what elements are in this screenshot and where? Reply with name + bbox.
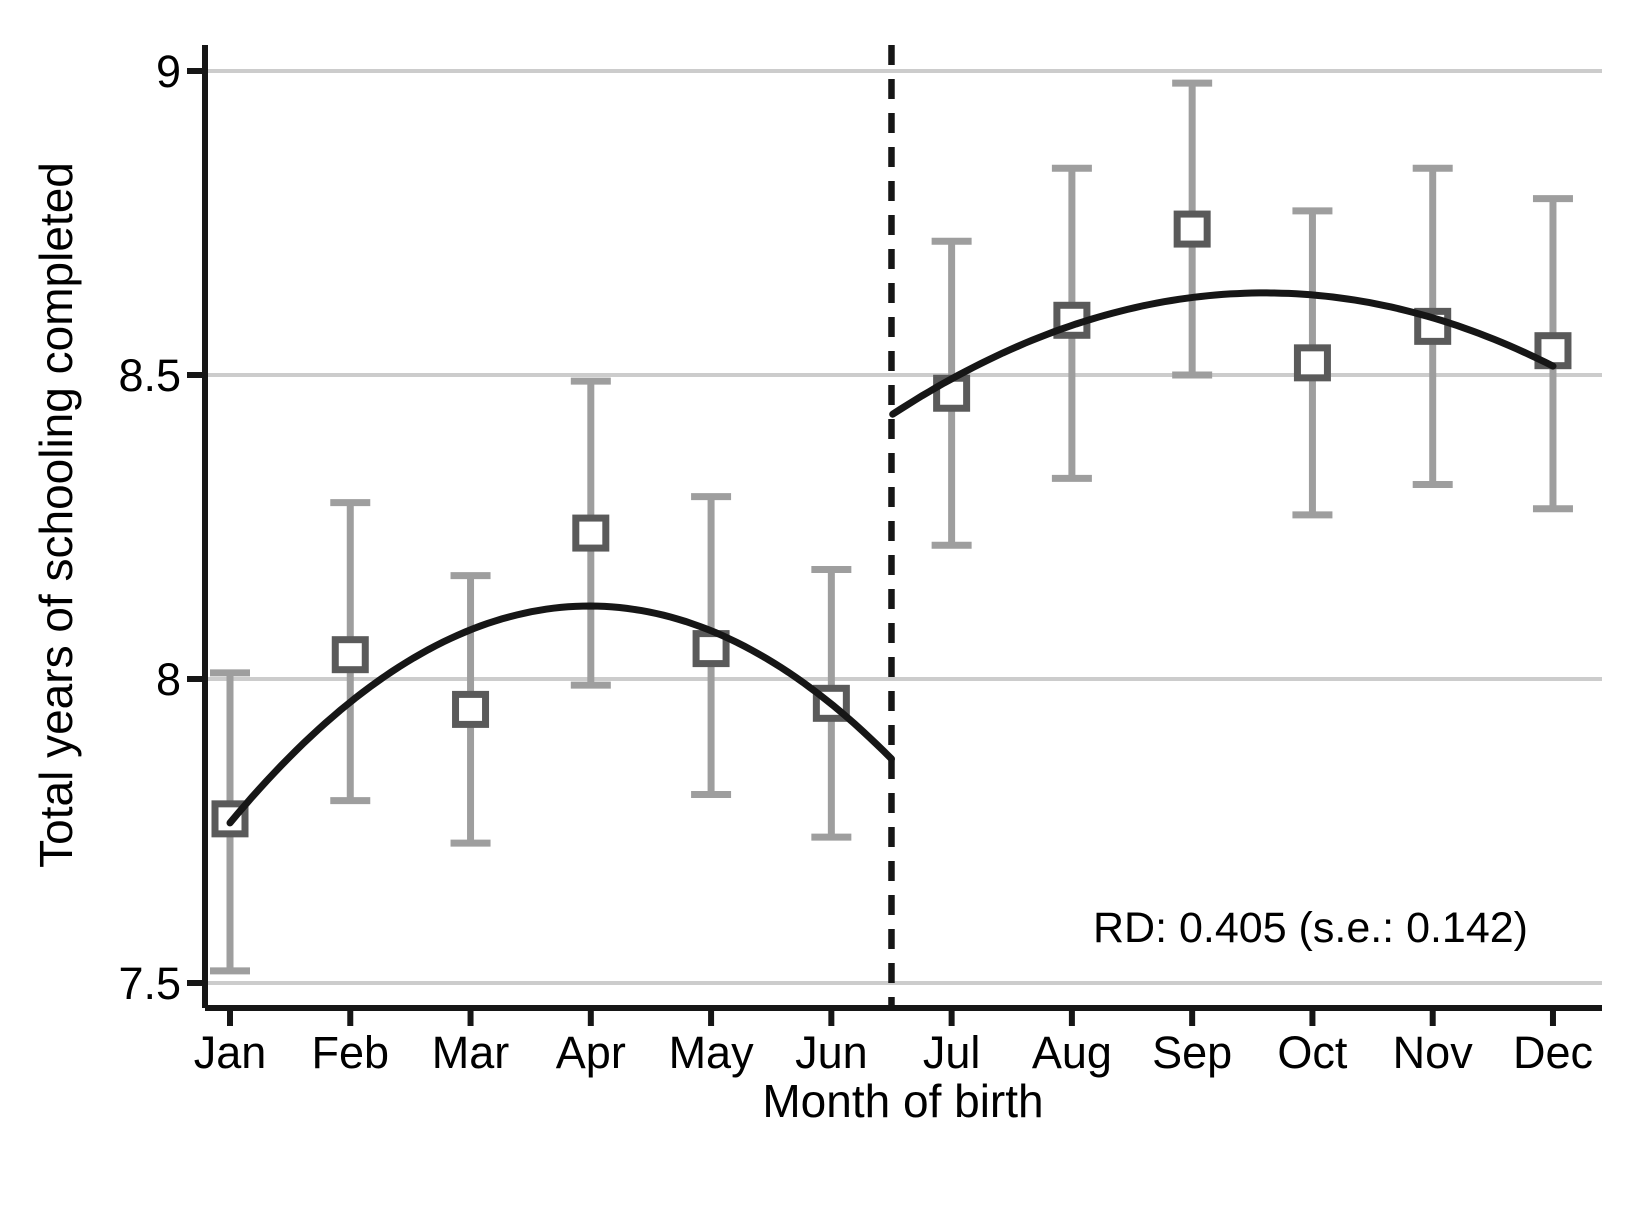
data-point-marker (1534, 332, 1572, 370)
x-tick-label-month: Nov (1393, 1027, 1474, 1078)
rd-estimate-annotation: RD: 0.405 (s.e.: 0.142) (1093, 904, 1528, 952)
data-point-marker (452, 690, 490, 728)
y-tick-label: 8 (156, 654, 181, 705)
quadratic-fit-curve (226, 602, 895, 827)
x-tick-label-month: Jun (795, 1027, 868, 1078)
x-tick-label-month: Feb (311, 1027, 389, 1078)
x-tick-label-month: Aug (1032, 1027, 1112, 1078)
x-axis-title: Month of birth (762, 1075, 1043, 1127)
quadratic-fit-curve (889, 289, 1557, 418)
data-point-marker (1293, 344, 1331, 382)
data-point-marker (331, 636, 369, 674)
x-tick-label-month: Jan (194, 1027, 267, 1078)
x-tick-label-month: Oct (1277, 1027, 1348, 1078)
y-tick-label: 8.5 (118, 350, 181, 401)
x-tick-label-month: Dec (1513, 1027, 1593, 1078)
x-tick-label-month: Jul (923, 1027, 981, 1078)
x-tick-label-month: Apr (556, 1027, 626, 1078)
y-tick-label: 7.5 (118, 958, 181, 1009)
y-tick-label: 9 (156, 46, 181, 97)
data-point-marker (572, 514, 610, 552)
x-tick-label-month: Mar (432, 1027, 510, 1078)
y-axis-title: Total years of schooling completed (30, 162, 82, 868)
x-tick-label-month: Sep (1152, 1027, 1232, 1078)
x-tick-label-month: May (669, 1027, 755, 1078)
data-point-marker (1173, 210, 1211, 248)
